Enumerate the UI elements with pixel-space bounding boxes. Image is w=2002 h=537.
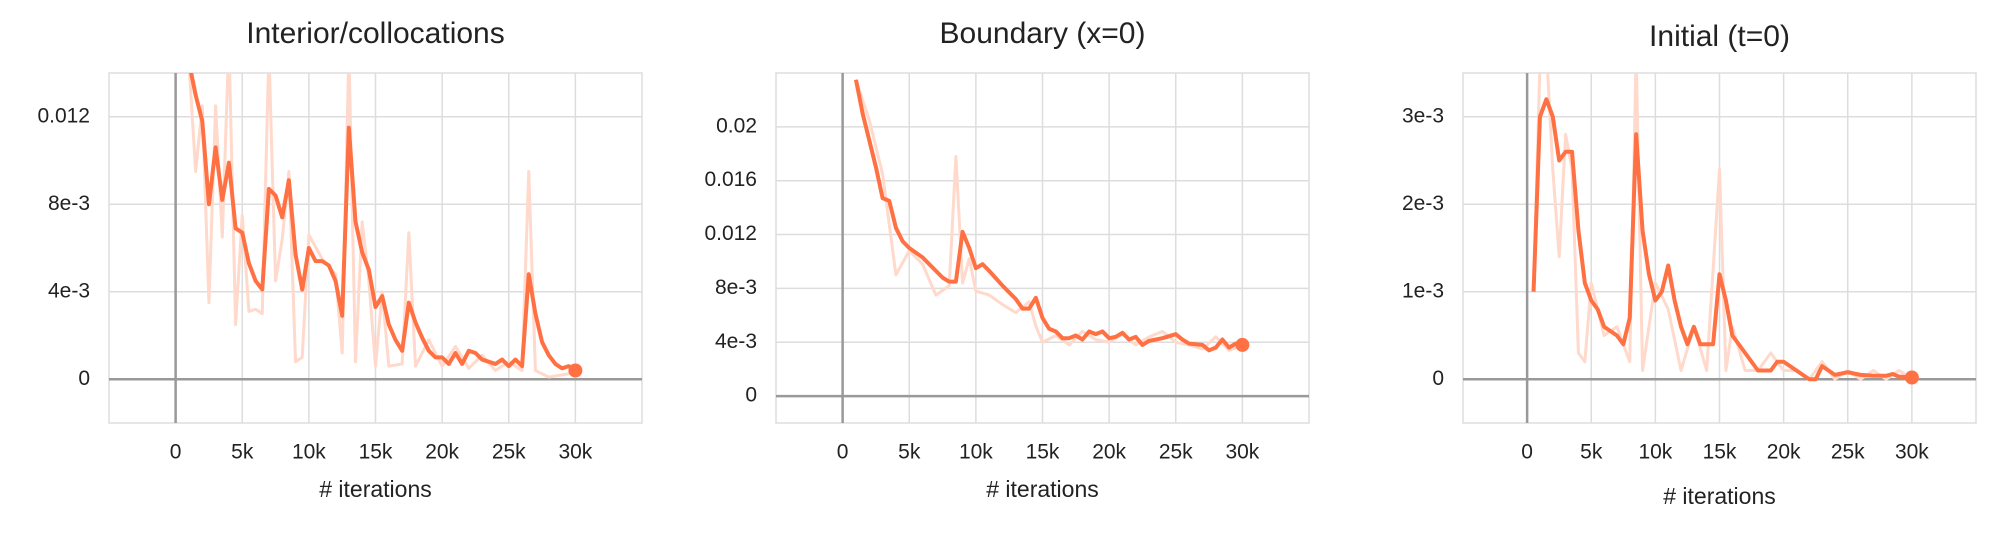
y-tick-label: 3e-3 <box>1402 104 1444 127</box>
smoothed-line <box>189 73 577 373</box>
raw-line <box>188 73 576 379</box>
x-axis-label: # iterations <box>319 476 432 502</box>
x-tick-label: 15k <box>1026 441 1060 464</box>
x-tick-label: 20k <box>1092 441 1126 464</box>
end-point <box>1235 337 1250 352</box>
y-tick-label: 8e-3 <box>48 192 90 215</box>
x-tick-label: 5k <box>1580 441 1603 464</box>
chart-title: Boundary (x=0) <box>940 17 1146 50</box>
x-tick-label: 5k <box>231 441 254 464</box>
smoothed-line <box>1531 97 1913 382</box>
x-tick-label: 30k <box>558 441 592 464</box>
x-tick-label: 20k <box>1767 441 1801 464</box>
x-tick-label: 30k <box>1895 441 1929 464</box>
y-tick-label: 4e-3 <box>48 279 90 302</box>
chart-panel: Boundary (x=0) # iterations 0 5k 10k 15k 20k 25… <box>704 17 1310 502</box>
chart-panel: Interior/collocations # iterations 0 5k 10k 1… <box>37 17 643 502</box>
x-axis-label: # iterations <box>986 476 1099 502</box>
x-tick-label: 10k <box>1638 441 1672 464</box>
raw-line <box>854 79 1243 352</box>
x-tick-label: 15k <box>359 441 393 464</box>
y-tick-label: 0.02 <box>716 114 757 137</box>
x-tick-label: 10k <box>292 441 326 464</box>
x-tick-label: 5k <box>898 441 921 464</box>
x-tick-label: 30k <box>1225 441 1259 464</box>
y-tick-label: 2e-3 <box>1402 192 1444 215</box>
y-tick-label: 1e-3 <box>1402 279 1444 302</box>
chart-panel: Initial (t=0) # iterations 0 5k 10k 15k 20k 25k… <box>1402 20 1977 509</box>
x-tick-label: 0 <box>170 441 182 464</box>
y-tick-label: 0 <box>78 367 90 390</box>
x-tick-label: 25k <box>1159 441 1193 464</box>
y-tick-label: 0 <box>1432 367 1444 390</box>
raw-line <box>1532 73 1913 381</box>
end-point <box>568 363 583 378</box>
x-tick-label: 25k <box>492 441 526 464</box>
chart-title: Interior/collocations <box>246 17 504 50</box>
x-axis-label: # iterations <box>1663 483 1776 509</box>
y-tick-label: 0.012 <box>704 222 757 245</box>
y-tick-label: 8e-3 <box>715 276 757 299</box>
x-tick-label: 15k <box>1703 441 1737 464</box>
x-tick-label: 25k <box>1831 441 1865 464</box>
x-tick-label: 0 <box>837 441 849 464</box>
smoothed-line <box>853 79 1243 353</box>
x-tick-label: 10k <box>959 441 993 464</box>
x-tick-label: 0 <box>1521 441 1533 464</box>
y-tick-label: 0.016 <box>704 168 757 191</box>
y-tick-label: 0 <box>745 384 757 407</box>
chart-title: Initial (t=0) <box>1649 20 1790 53</box>
y-tick-label: 4e-3 <box>715 330 757 353</box>
end-point <box>1904 370 1919 385</box>
x-tick-label: 20k <box>425 441 459 464</box>
y-tick-label: 0.012 <box>37 104 90 127</box>
